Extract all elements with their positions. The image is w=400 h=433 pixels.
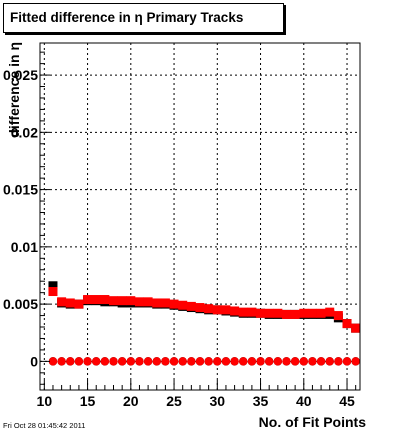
y-tick-label: 0.005 [3,296,38,312]
series-3-point [117,357,127,366]
series-1-point [230,306,240,316]
series-1-point [91,295,101,305]
series-1-point [143,297,153,307]
series-1-point [333,311,343,321]
series-1-point [316,308,326,318]
labels-layer: 10 15 20 25 30 35 40 45 0 0.005 0.01 0.015 0.02 0.025 [3,67,355,409]
chart-title: Fitted difference in η Primary Tracks [10,10,244,25]
series-1-point [74,299,84,309]
series-1-point [126,296,136,306]
series-3-point [316,357,326,366]
series-3-point [351,357,360,366]
series-1-point [186,301,196,311]
series-1-point [307,308,317,318]
series-1-point [212,305,222,315]
series-3-point [282,357,291,366]
x-tick-label: 25 [166,393,182,409]
series-1-point [299,308,309,318]
series-1-point [281,309,291,319]
series-3-point [195,357,205,366]
series-3-point [204,357,213,366]
series-3-point [247,357,257,366]
series-1-point [342,319,352,329]
series-3-point [100,357,110,366]
series-1-point [178,300,188,310]
plot-frame [39,42,361,391]
ticks-layer [40,51,357,390]
series-3-point [135,357,144,366]
series-1-point [290,309,300,319]
series-3-point [161,357,170,366]
series-3-point [126,357,136,366]
series-1-point [325,307,335,317]
series-1-point [100,295,110,305]
series-1-point [195,303,205,313]
x-tick-label: 45 [339,393,355,409]
series-3-point [273,357,283,366]
series-3-point [299,357,308,366]
series-1-point [264,308,274,318]
series-1-point [83,295,93,305]
series-3-point [213,357,222,366]
series-3-point [48,357,58,366]
series-1-point [160,298,170,308]
series-1-point [117,296,127,306]
y-tick-label: 0.02 [11,124,38,140]
y-axis-title: difference in η [6,42,22,138]
series-1-point [65,298,75,308]
series-3-point [92,357,101,366]
series-3-point [308,357,317,366]
grid-layer [40,43,360,390]
x-tick-label: 10 [37,393,53,409]
series-3-point [74,357,84,366]
series-3-point [187,357,196,366]
x-tick-label: 15 [80,393,96,409]
series-3-point [221,357,231,366]
series-1-point [109,296,119,306]
series-1-point [134,297,144,307]
y-tick-label: 0.01 [11,239,38,255]
x-axis-title: No. of Fit Points [259,414,367,430]
series-1-point [204,304,214,314]
series-3-point [334,357,343,366]
marks-layer [48,281,361,366]
series-3-point [342,357,352,366]
series-1-point [351,323,361,333]
series-1-point [273,308,283,318]
series-3-point [66,357,75,366]
x-tick-label: 30 [210,393,226,409]
y-tick-label: 0 [30,353,38,369]
series-1-point [57,297,67,307]
series-3-point [178,357,187,366]
series-3-point [83,357,92,366]
series-1-point [169,299,179,309]
series-3-point [325,357,334,366]
series-1-point [48,287,58,297]
series-3-point [57,357,66,366]
y-tick-label: 0.015 [3,182,38,198]
series-0-point [48,281,58,291]
series-3-point [169,357,179,366]
series-3-point [264,357,274,366]
series-1-point [152,298,162,308]
series-3-point [230,357,239,366]
series-3-point [239,357,248,366]
series-1-point [247,307,257,317]
series-3-point [152,357,161,366]
x-tick-label: 40 [296,393,312,409]
series-3-point [256,357,265,366]
series-3-point [143,357,153,366]
series-1-point [238,307,248,317]
series-1-point [221,305,231,315]
title-box: Fitted difference in η Primary Tracks [3,3,284,33]
x-tick-label: 20 [123,393,139,409]
series-3-point [290,357,300,366]
timestamp: Fri Oct 28 01:45:42 2011 [3,421,86,430]
series-3-point [109,357,118,366]
y-tick-label: 0.025 [3,67,38,83]
series-1-point [256,308,266,318]
x-tick-label: 35 [253,393,269,409]
